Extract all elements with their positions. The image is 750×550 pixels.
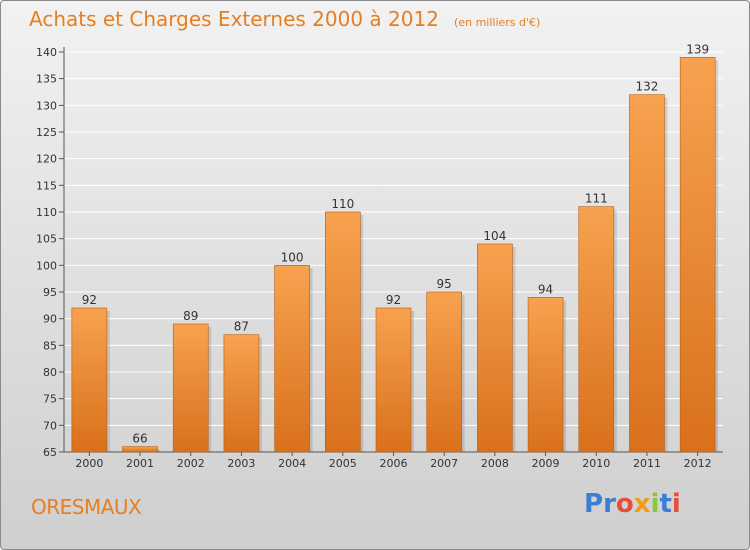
logo-letter: o	[615, 489, 634, 519]
commune-name: ORESMAUX	[31, 495, 142, 519]
logo-letter: t	[659, 489, 672, 519]
bar-2006	[375, 307, 412, 453]
bar-value-label: 92	[386, 293, 401, 307]
bar-2002	[172, 323, 209, 453]
y-tick-label: 135	[36, 73, 57, 86]
y-tick-label: 85	[43, 339, 57, 352]
y-tick-label: 110	[36, 206, 57, 219]
y-tick-label: 125	[36, 126, 57, 139]
bars	[71, 57, 719, 453]
x-tick-label: 2003	[227, 457, 255, 470]
y-tick-label: 120	[36, 153, 57, 166]
logo-letter: P	[584, 489, 604, 519]
labels: 65 70 75 80 85 90 95 100 105 110 115 120 125 130 135 14…	[36, 42, 712, 470]
y-tick-label: 90	[43, 313, 57, 326]
bar-2009	[527, 297, 564, 453]
x-tick-label: 2002	[177, 457, 205, 470]
y-tick-label: 115	[36, 179, 57, 192]
bar-2000	[71, 307, 108, 453]
y-tick-label: 100	[36, 259, 57, 272]
chart-title: Achats et Charges Externes 2000 à 2012	[29, 7, 439, 31]
x-tick-label: 2000	[75, 457, 103, 470]
y-tick-label: 95	[43, 286, 57, 299]
y-tick-label: 65	[43, 446, 57, 459]
x-tick-label: 2001	[126, 457, 154, 470]
bar-value-label: 111	[585, 192, 608, 206]
bar-2008	[477, 243, 513, 453]
x-tick-label: 2008	[481, 457, 509, 470]
y-tick-label: 105	[36, 233, 57, 246]
bar-value-label: 95	[437, 277, 452, 291]
bar-2010	[578, 206, 615, 453]
logo-letter: x	[633, 489, 651, 519]
bar-value-label: 89	[183, 309, 198, 323]
bar-value-label: 139	[686, 42, 709, 56]
proxiti-logo: Proxiti	[584, 489, 681, 519]
bar-value-label: 100	[281, 250, 304, 264]
bar-value-label: 66	[132, 432, 147, 446]
bar-2004	[274, 265, 310, 453]
title-block: Achats et Charges Externes 2000 à 2012 (…	[29, 7, 540, 31]
logo-letter: i	[671, 489, 681, 519]
x-tick-label: 2007	[430, 457, 458, 470]
bar-2005	[325, 211, 361, 453]
bar-value-label: 132	[636, 80, 659, 94]
bar-value-label: 92	[82, 293, 97, 307]
logo-letter: r	[603, 489, 616, 519]
y-tick-label: 140	[36, 46, 57, 59]
bar-value-label: 87	[234, 320, 249, 334]
bar-value-label: 94	[538, 282, 553, 296]
y-tick-label: 75	[43, 393, 57, 406]
y-tick-label: 70	[43, 419, 57, 432]
x-tick-label: 2004	[278, 457, 306, 470]
x-tick-label: 2010	[582, 457, 610, 470]
bar-value-label: 104	[483, 229, 506, 243]
x-tick-label: 2005	[329, 457, 357, 470]
x-tick-label: 2009	[532, 457, 560, 470]
x-tick-label: 2011	[633, 457, 661, 470]
chart-subtitle: (en milliers d'€)	[454, 16, 541, 29]
bar-2003	[223, 334, 260, 453]
bar-2001	[122, 446, 158, 453]
logo-letter: i	[650, 489, 660, 519]
y-tick-label: 130	[36, 99, 57, 112]
bar-2007	[426, 291, 462, 453]
x-tick-label: 2012	[684, 457, 712, 470]
x-tick-label: 2006	[380, 457, 408, 470]
bar-2012	[679, 57, 716, 453]
bar-2011	[629, 94, 665, 453]
bar-value-label: 110	[331, 197, 354, 211]
y-tick-label: 80	[43, 366, 57, 379]
